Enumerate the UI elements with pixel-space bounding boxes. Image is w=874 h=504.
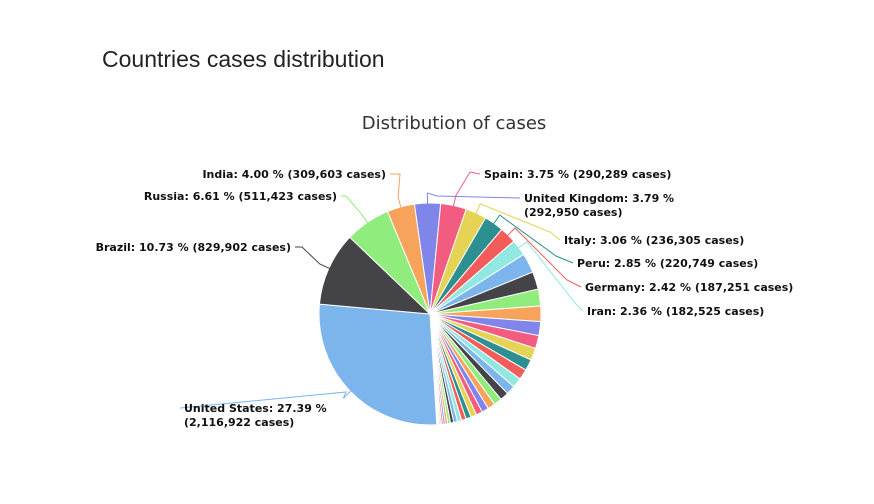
- slice-label: United Kingdom: 3.79 %: [524, 192, 674, 205]
- slice-label: United States: 27.39 %: [184, 402, 327, 415]
- label-connector: [179, 390, 352, 409]
- slice-label: (292,950 cases): [524, 206, 622, 219]
- label-connector: [426, 192, 521, 205]
- label-connector: [517, 241, 584, 312]
- slice-label: Brazil: 10.73 % (829,902 cases): [96, 241, 291, 254]
- chart-title: Distribution of cases: [362, 113, 547, 134]
- label-connector: [475, 203, 561, 241]
- pie-slice: [318, 303, 438, 426]
- slice-label: Spain: 3.75 % (290,289 cases): [484, 168, 671, 181]
- slice-label: Germany: 2.42 % (187,251 cases): [585, 281, 793, 294]
- pie-slices: [318, 202, 542, 426]
- slice-labels: United States: 27.39 %(2,116,922 cases) B…: [96, 168, 794, 429]
- slice-label: (2,116,922 cases): [184, 416, 294, 429]
- slice-label: Italy: 3.06 % (236,305 cases): [564, 234, 744, 247]
- slice-label: India: 4.00 % (309,603 cases): [202, 168, 386, 181]
- label-connector: [492, 214, 574, 264]
- label-connector: [295, 246, 331, 270]
- slice-label: Peru: 2.85 % (220,749 cases): [577, 257, 758, 270]
- label-connector: [506, 227, 582, 288]
- slice-label: Iran: 2.36 % (182,525 cases): [587, 305, 764, 318]
- label-connector: [390, 173, 402, 209]
- label-connector: [341, 195, 369, 224]
- page-title: Countries cases distribution: [102, 46, 385, 72]
- label-connector: [452, 171, 481, 207]
- slice-label: Russia: 6.61 % (511,423 cases): [144, 190, 337, 203]
- label-connectors: [179, 171, 584, 409]
